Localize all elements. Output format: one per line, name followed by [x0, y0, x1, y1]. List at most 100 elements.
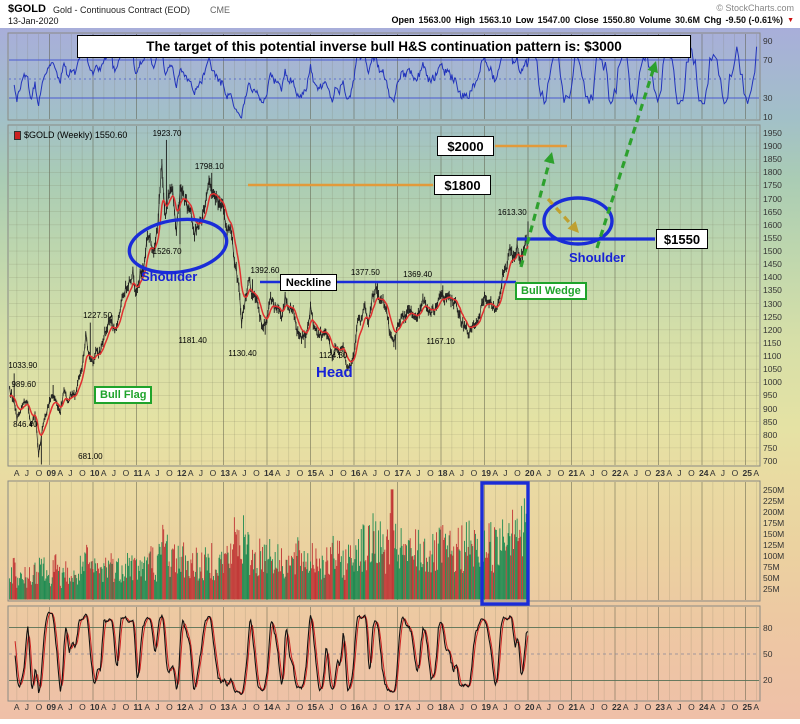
price-axis-label: 1500	[763, 246, 782, 257]
stoch-axis-label: 50	[763, 649, 773, 659]
x-axis-label: O	[557, 468, 565, 478]
chg-label: Chg	[704, 15, 722, 25]
x-axis-label: A	[274, 702, 281, 712]
x-axis-label: 16	[351, 702, 361, 712]
x-axis-label: 23	[655, 468, 665, 478]
high-label: High	[455, 15, 476, 25]
price-label: 1227.50	[83, 310, 113, 320]
quote-line: Open 1563.00 High 1563.10 Low 1547.00 Cl…	[391, 15, 794, 25]
panel-border	[7, 124, 761, 467]
x-axis-label: O	[688, 702, 695, 712]
x-axis-label: O	[122, 468, 130, 478]
x-axis-label: A	[361, 702, 368, 712]
price-label: 1124.30	[319, 350, 348, 360]
x-axis-label: A	[187, 702, 194, 712]
volume-highlight-box	[480, 481, 530, 606]
x-axis-label: O	[731, 468, 739, 478]
x-axis-label: O	[35, 468, 43, 478]
x-axis-label: O	[79, 702, 86, 712]
x-axis-label: J	[111, 702, 116, 712]
low-value: 1547.00	[537, 15, 571, 25]
arrowhead-icon	[647, 61, 658, 74]
price-label: 1167.10	[426, 337, 455, 347]
close-value: 1550.80	[602, 15, 636, 25]
x-axis-label: O	[209, 468, 217, 478]
symbol-ticker: $GOLD	[8, 3, 46, 15]
x-axis-label: O	[383, 468, 391, 478]
x-axis-label: 11	[133, 468, 143, 478]
price-axis-label: 1100	[763, 351, 782, 362]
copyright-text: © StockCharts.com	[716, 3, 794, 13]
high-value: 1563.10	[479, 15, 512, 25]
open-value: 1563.00	[418, 15, 452, 25]
x-axis-label: 24	[699, 702, 709, 712]
annotation-shoulder-left: Shoulder	[141, 269, 198, 284]
rsi-line	[13, 40, 758, 119]
trend-arrow	[595, 69, 655, 249]
x-axis-label: 17	[394, 468, 404, 478]
x-axis-label: A	[622, 702, 629, 712]
x-axis-label: 22	[612, 468, 622, 478]
panel-border	[7, 480, 761, 602]
price-axis-label: 950	[763, 390, 778, 401]
x-axis-label: J	[459, 468, 464, 478]
rsi-axis-label: 30	[763, 93, 773, 103]
x-axis-label: A	[318, 702, 325, 712]
x-axis-label: A	[709, 702, 716, 712]
x-axis-label: O	[427, 702, 434, 712]
annotation-target-2000: $2000	[437, 136, 494, 156]
x-axis-label: 13	[220, 468, 230, 478]
x-axis-label: O	[731, 702, 739, 712]
trend-arrow	[546, 197, 575, 228]
stoch-axis-label: 80	[763, 622, 773, 633]
volume-label: Volume	[639, 15, 672, 25]
x-axis-label: 19	[481, 702, 491, 712]
x-axis-label: 16	[351, 468, 361, 478]
x-axis-label: J	[155, 468, 160, 478]
x-axis-label: J	[155, 702, 160, 712]
x-axis-label: O	[296, 468, 304, 478]
price-axis-label: 700	[763, 456, 778, 466]
price-label: 1392.60	[250, 266, 280, 276]
symbol-exchange: CME	[210, 4, 230, 15]
panel-border	[7, 32, 761, 121]
price-axis-label: 1850	[763, 154, 782, 165]
price-axis-label: 800	[763, 429, 778, 440]
rsi-axis-label: 90	[763, 36, 773, 46]
price-axis-label: 1400	[763, 272, 782, 283]
x-axis-label: A	[13, 702, 20, 712]
volume-axis-label: 25M	[763, 583, 780, 594]
price-label: 989.60	[11, 380, 36, 389]
volume-axis-label: 50M	[763, 572, 780, 583]
x-axis-label: J	[416, 702, 421, 712]
chart-gradient-background	[0, 28, 800, 719]
annotation-title-box: The target of this potential inverse bul…	[77, 35, 691, 58]
low-label: Low	[515, 15, 534, 25]
price-axis-label: 1350	[763, 285, 782, 296]
x-axis-label: 24	[699, 468, 709, 478]
x-axis-label: A	[448, 702, 455, 712]
x-axis-label: O	[470, 468, 478, 478]
price-axis-label: 1800	[763, 167, 782, 178]
annotation-shoulder-right: Shoulder	[569, 250, 626, 265]
price-axis-label: 1450	[763, 259, 782, 270]
x-axis-label: J	[24, 702, 29, 712]
volume-axis-label: 75M	[763, 561, 780, 572]
x-axis-label: A	[144, 702, 151, 712]
x-axis-label: 14	[264, 468, 274, 478]
x-axis-label: A	[666, 468, 673, 478]
x-axis-label: O	[35, 702, 43, 712]
x-axis-label: J	[372, 468, 377, 478]
price-label: 1130.40	[228, 349, 257, 359]
x-axis-label: A	[753, 468, 760, 478]
annotation-head: Head	[316, 364, 353, 381]
x-axis-label: A	[492, 702, 499, 712]
x-axis-label: O	[557, 702, 565, 712]
x-axis-label: O	[209, 702, 217, 712]
price-label: 1923.70	[152, 128, 182, 138]
x-axis-label: 09	[46, 468, 56, 478]
candlestick-icon	[14, 130, 21, 140]
x-axis-label: 12	[177, 702, 187, 712]
price-axis-label: 1250	[763, 311, 782, 322]
x-axis-label: O	[644, 702, 652, 712]
